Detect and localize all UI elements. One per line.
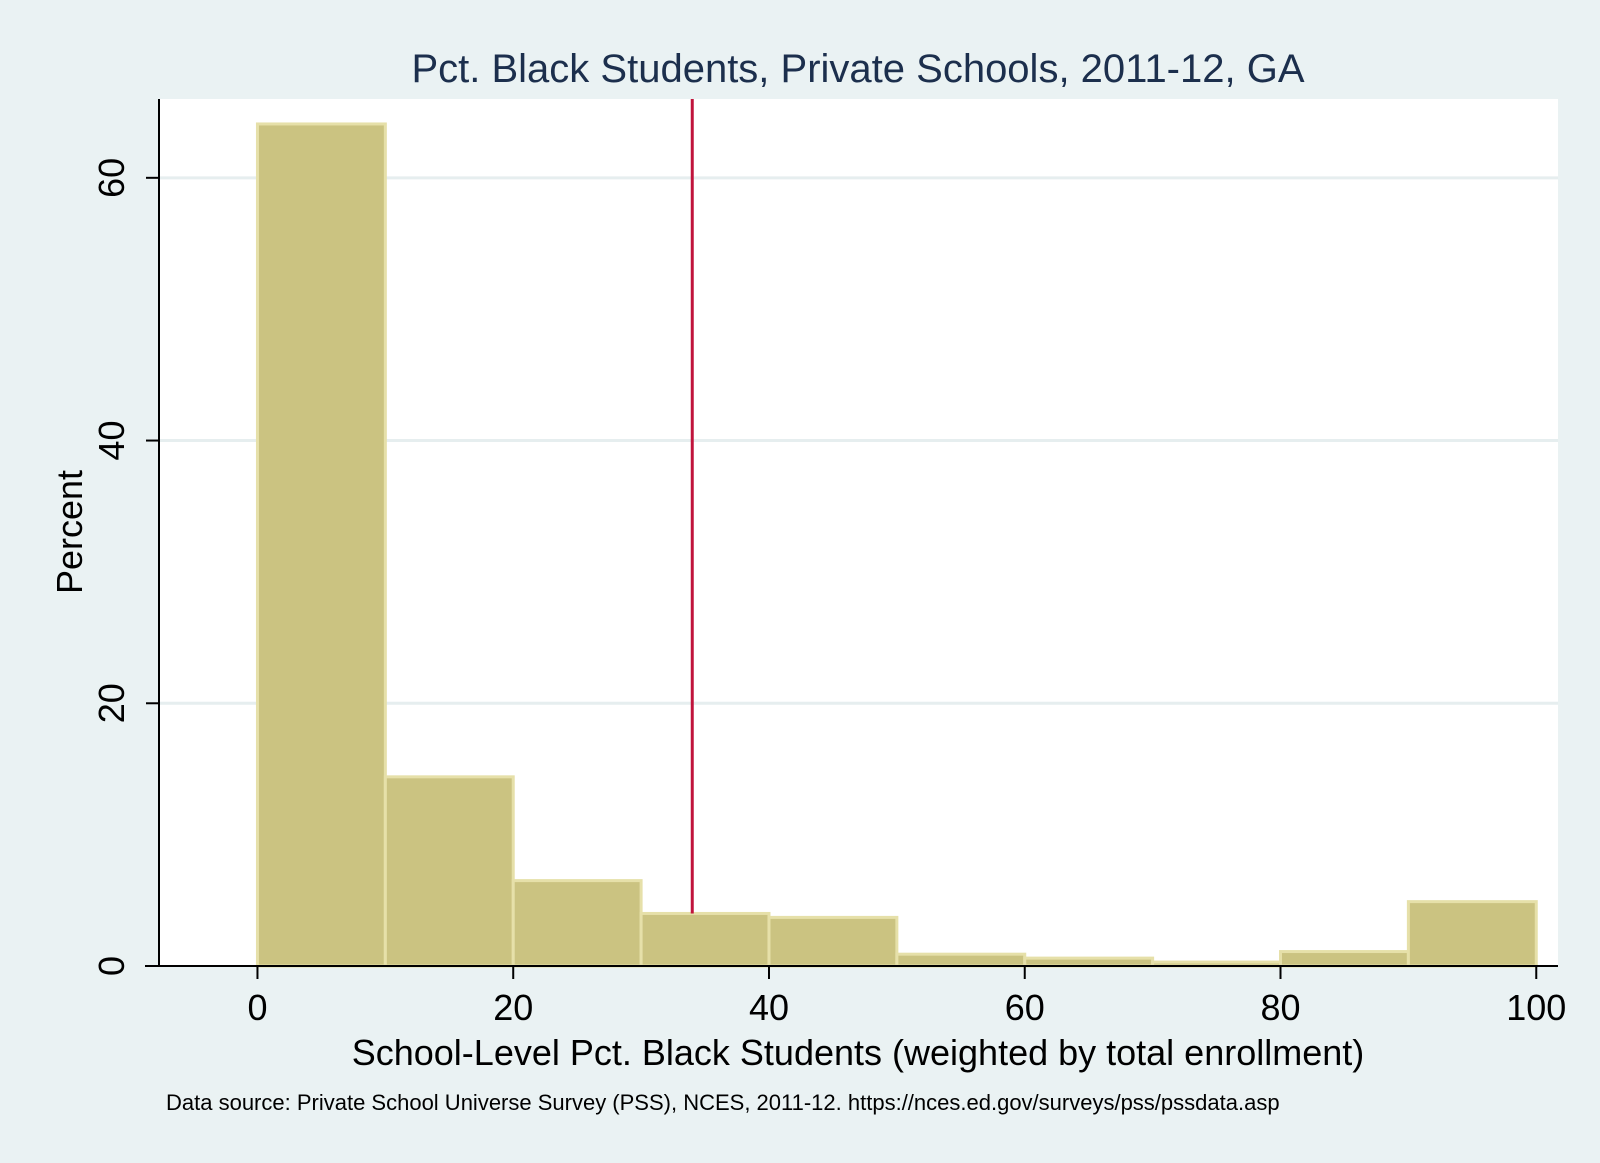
grid-lines (159, 176, 1558, 705)
x-tick-label-80: 80 (1260, 987, 1300, 1028)
y-tick-label-20: 20 (91, 683, 132, 723)
y-axis-label: Percent (49, 470, 90, 594)
x-axis-label: School-Level Pct. Black Students (weight… (352, 1032, 1365, 1073)
x-tick-label-40: 40 (749, 987, 789, 1028)
histogram-bar-30-40 (639, 911, 771, 968)
histogram-bar-80-90 (1279, 950, 1410, 968)
y-tick-label-0: 0 (91, 956, 132, 976)
x-axis-ticks: 0 20 40 60 80 100 (247, 966, 1566, 1028)
histogram-bar-50-60 (895, 952, 1027, 968)
x-tick-label-100: 100 (1506, 987, 1566, 1028)
histogram-bar-60-70 (1023, 956, 1155, 968)
data-source-note: Data source: Private School Universe Sur… (166, 1090, 1280, 1115)
y-axis-ticks: 0 20 40 60 (91, 158, 159, 976)
histogram-bar-20-30 (511, 879, 643, 968)
x-tick-label-0: 0 (247, 987, 267, 1028)
histogram-bar-40-50 (767, 915, 899, 968)
x-tick-label-60: 60 (1005, 987, 1045, 1028)
y-tick-label-40: 40 (91, 421, 132, 461)
histogram-bars (255, 122, 1538, 968)
histogram-bar-90-100 (1406, 900, 1538, 968)
chart-title: Pct. Black Students, Private Schools, 20… (411, 47, 1304, 91)
histogram-bar-0-10 (255, 122, 387, 968)
x-tick-label-20: 20 (493, 987, 533, 1028)
y-tick-label-60: 60 (91, 158, 132, 198)
histogram-bar-10-20 (383, 775, 515, 968)
